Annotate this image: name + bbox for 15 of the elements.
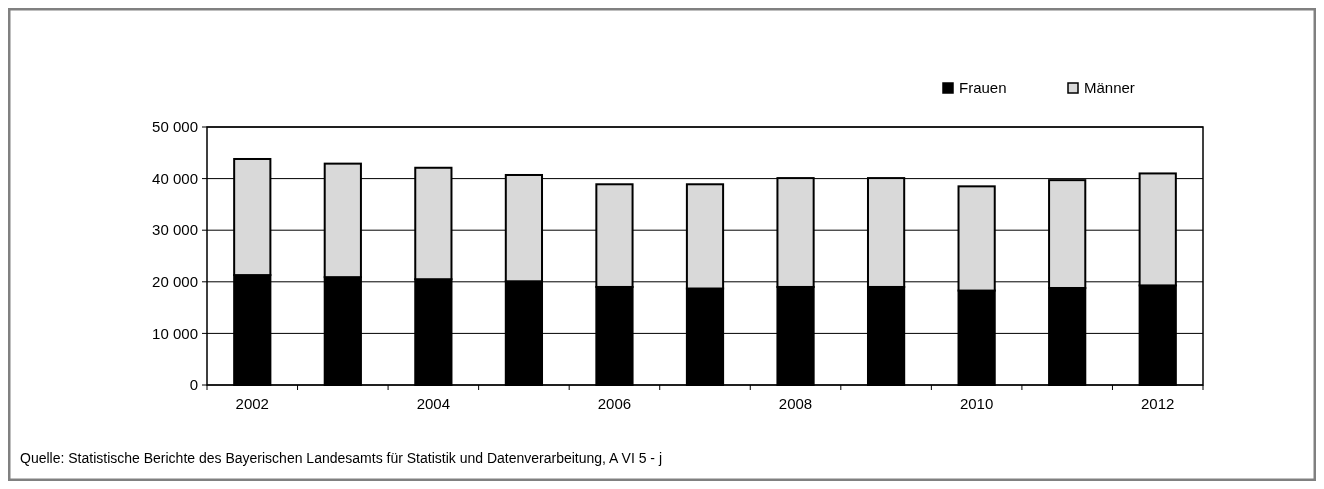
legend-label: Frauen — [959, 79, 1007, 97]
x-tick-label: 2008 — [778, 395, 813, 412]
y-tick-label: 50 000 — [152, 118, 198, 136]
legend-label: Männer — [1084, 79, 1135, 97]
x-tick-label: 2012 — [1141, 395, 1175, 412]
x-tick-label: 2004 — [416, 395, 451, 412]
y-tick-label: 10 000 — [152, 324, 198, 342]
y-tick-label: 30 000 — [152, 221, 198, 239]
x-tick-label: 2010 — [959, 395, 994, 412]
source-note: Quelle: Statistische Berichte des Bayerischen Landesamts für Statistik und Datenverarbeitung, A VI 5 - j — [20, 450, 663, 466]
x-tick-label: 2002 — [235, 395, 269, 412]
y-tick-label: 0 — [189, 376, 198, 394]
y-tick-label: 20 000 — [152, 273, 198, 291]
x-tick-label: 2006 — [597, 395, 632, 412]
y-tick-label: 40 000 — [152, 169, 198, 187]
